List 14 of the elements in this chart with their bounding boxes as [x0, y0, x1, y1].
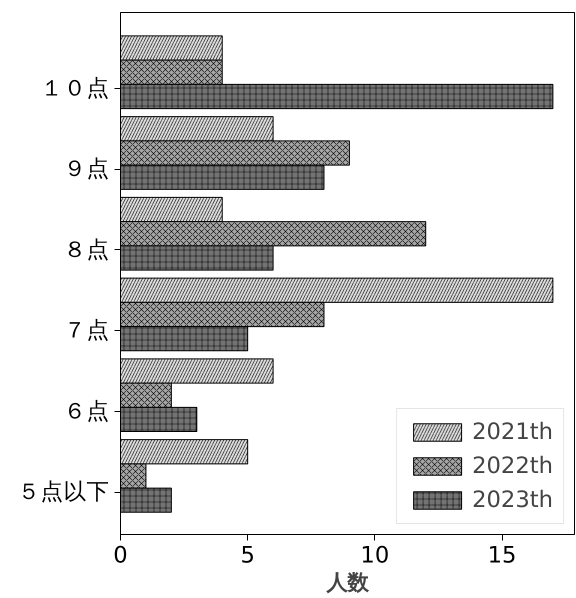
y-tick-label: ６点: [64, 398, 110, 424]
x-axis-title: 人数: [326, 570, 370, 596]
legend-label: 2021th: [472, 419, 553, 445]
y-tick-label: １０点: [40, 75, 110, 102]
legend-label: 2022th: [472, 453, 553, 479]
y-tick-label: ７点: [64, 318, 110, 344]
y-tick-label: ５点以下: [18, 479, 110, 506]
y-tick-label: ９点: [64, 156, 110, 182]
x-tick-label: 15: [488, 542, 516, 568]
x-tick-label: 0: [113, 542, 128, 568]
y-tick-label: ８点: [64, 236, 110, 263]
legend-label: 2023th: [472, 487, 553, 513]
x-tick-label: 5: [240, 542, 255, 568]
x-tick-label: 10: [360, 542, 390, 568]
